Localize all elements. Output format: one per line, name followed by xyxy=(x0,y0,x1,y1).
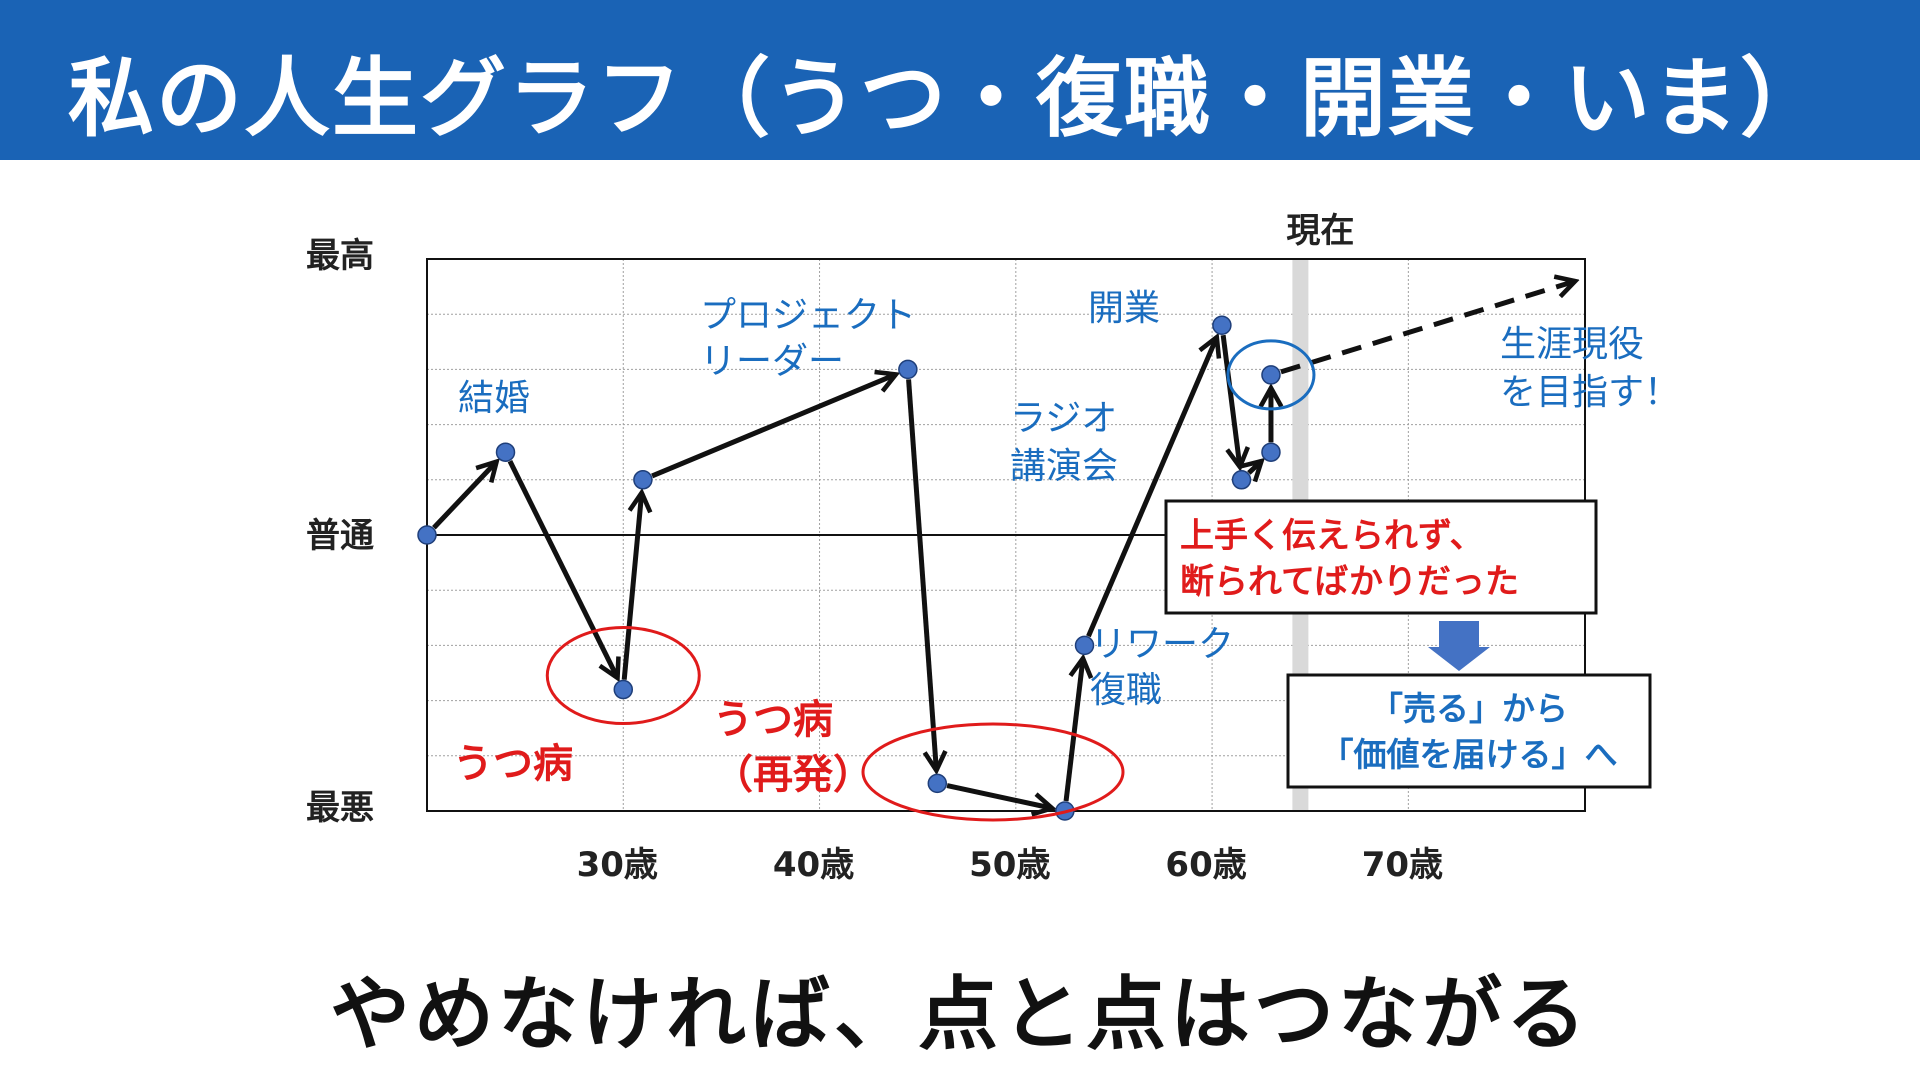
life-segment xyxy=(651,374,896,479)
annotation-blue: 開業 xyxy=(1088,288,1160,329)
annotation-blue: ラジオ xyxy=(1010,398,1117,439)
data-point xyxy=(1261,365,1281,385)
y-axis-label: 普通 xyxy=(306,516,374,556)
annotation-blue: 結婚 xyxy=(458,378,530,419)
callout-blue-line: 「売る」から xyxy=(1370,689,1568,728)
life-segment xyxy=(1220,334,1240,467)
annotation-blue: 講演会 xyxy=(1010,446,1118,487)
life-segment xyxy=(1063,658,1083,802)
data-point xyxy=(1074,635,1095,656)
title-banner: 私の人生グラフ（うつ・復職・開業・いま） xyxy=(0,0,1920,160)
data-point xyxy=(417,525,437,545)
annotation-blue: リワーク xyxy=(1090,624,1234,665)
callout-blue-line: 「価値を届ける」へ xyxy=(1321,735,1618,774)
data-point xyxy=(1261,442,1281,462)
highlight-depression-1 xyxy=(545,626,701,726)
data-point xyxy=(927,773,948,794)
highlight-current xyxy=(1226,339,1316,411)
annotation-blue: プロジェクト xyxy=(700,295,916,336)
x-tick-label: 50歳 xyxy=(969,845,1050,885)
life-segment xyxy=(621,493,641,680)
annotation-red: うつ病 xyxy=(453,741,573,787)
life-segment xyxy=(432,462,497,530)
life-segment xyxy=(507,460,618,678)
life-segment xyxy=(1086,337,1216,638)
projection-arrow xyxy=(1280,281,1575,375)
highlight-depression-2 xyxy=(861,722,1125,822)
callout-red-line: 上手く伝えられず、 xyxy=(1180,516,1484,556)
annotation-blue: リーダー xyxy=(700,341,844,382)
callout-red-line: 断られてばかりだった xyxy=(1180,562,1519,602)
x-tick-label: 60歳 xyxy=(1165,845,1246,885)
down-arrow xyxy=(1428,621,1490,671)
footer-caption: やめなければ、点と点はつながる xyxy=(330,968,1590,1061)
y-axis-label: 最高 xyxy=(306,236,374,276)
data-point xyxy=(613,679,634,700)
annotation-blue: 生涯現役 xyxy=(1500,324,1644,365)
y-axis-label: 最悪 xyxy=(306,788,374,828)
current-label: 現在 xyxy=(1286,211,1354,251)
life-segment xyxy=(1249,461,1262,473)
data-point xyxy=(495,442,516,462)
annotation-red: うつ病 xyxy=(713,697,833,743)
callout-blue-box xyxy=(1286,673,1652,789)
x-tick-label: 70歳 xyxy=(1362,845,1443,885)
x-tick-label: 30歳 xyxy=(577,845,658,885)
data-point xyxy=(1212,315,1232,335)
page-title: 私の人生グラフ（うつ・復職・開業・いま） xyxy=(68,49,1828,149)
annotation-red: （再発） xyxy=(713,752,873,798)
life-segment xyxy=(946,783,1052,809)
callout-red-box xyxy=(1164,499,1598,615)
x-tick-label: 40歳 xyxy=(773,845,854,885)
life-segment xyxy=(906,379,937,770)
annotation-blue: を目指す！ xyxy=(1500,372,1680,413)
data-point xyxy=(633,470,653,490)
annotation-blue: 復職 xyxy=(1090,670,1162,711)
data-point xyxy=(898,359,918,380)
data-point xyxy=(1231,470,1252,490)
